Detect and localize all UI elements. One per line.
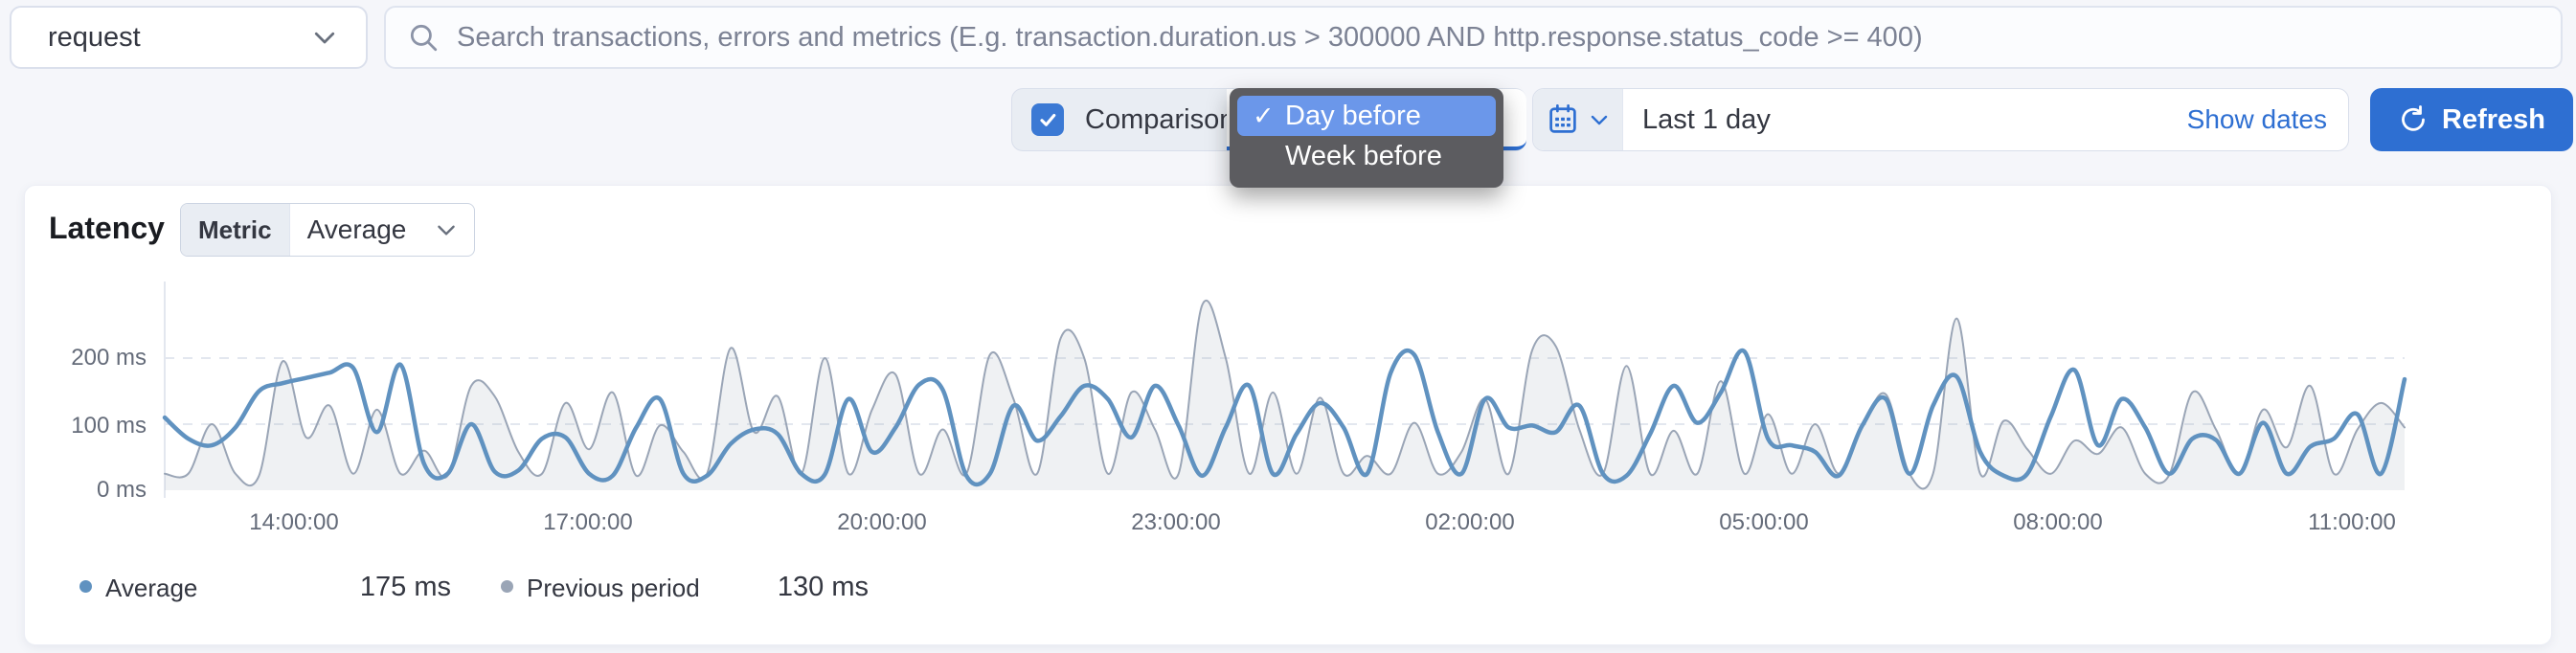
refresh-label: Refresh: [2442, 103, 2545, 135]
option-day-before[interactable]: ✓ Day before: [1237, 96, 1496, 136]
legend-dot-average: [79, 580, 92, 593]
comparison-label: Comparison: [1085, 103, 1235, 135]
latency-chart-canvas: [162, 281, 2407, 498]
search-input[interactable]: [457, 21, 2542, 54]
x-axis-tick: 08:00:00: [2013, 509, 2103, 535]
x-axis-tick: 11:00:00: [2308, 509, 2396, 535]
option-label: Day before: [1285, 100, 1421, 131]
x-axis-tick: 17:00:00: [543, 509, 633, 535]
legend-dot-previous-period: [501, 580, 513, 593]
chart-legend: Average 175 ms Previous period 130 ms: [25, 569, 2553, 607]
checkmark-icon: [1040, 113, 1056, 126]
metric-select-label: Metric: [181, 204, 290, 256]
chevron-down-icon: [1591, 115, 1607, 125]
latency-panel: Latency Metric Average 200 ms 100 ms 0 m…: [24, 185, 2552, 645]
option-label: Week before: [1285, 140, 1442, 171]
refresh-button[interactable]: Refresh: [2370, 88, 2573, 151]
legend-label-average[interactable]: Average: [105, 574, 198, 602]
comparison-checkbox[interactable]: [1031, 103, 1064, 136]
selected-check-icon: ✓: [1253, 101, 1275, 130]
y-axis-tick-0ms: 0 ms: [96, 477, 147, 503]
x-axis-tick: 02:00:00: [1425, 509, 1515, 535]
x-axis-tick: 23:00:00: [1131, 509, 1221, 535]
legend-value-average: 175 ms: [359, 572, 451, 602]
search-icon: [410, 24, 438, 52]
date-picker: Last 1 day Show dates: [1532, 88, 2349, 151]
show-dates-link[interactable]: Show dates: [2186, 104, 2327, 134]
panel-title: Latency: [49, 211, 165, 245]
chevron-down-icon: [438, 225, 455, 236]
comparison-dropdown-popup: ✓ Day before Week before: [1230, 88, 1503, 188]
date-picker-menu-button[interactable]: [1533, 89, 1623, 150]
calendar-icon: [1548, 104, 1576, 133]
transaction-type-value: request: [48, 21, 141, 53]
search-bar[interactable]: [384, 6, 2563, 69]
x-axis-tick: 05:00:00: [1719, 509, 1809, 535]
option-week-before[interactable]: Week before: [1237, 136, 1496, 176]
legend-label-previous-period[interactable]: Previous period: [527, 574, 700, 602]
y-axis-tick-200ms: 200 ms: [71, 345, 147, 371]
transaction-type-select[interactable]: request: [10, 6, 368, 69]
date-range-value[interactable]: Last 1 day: [1642, 103, 1771, 135]
metric-select[interactable]: Metric Average: [180, 203, 475, 257]
legend-value-previous-period: 130 ms: [777, 572, 869, 602]
latency-chart[interactable]: 200 ms 100 ms 0 ms 14:00:00 17:00:00 20:…: [25, 186, 2553, 645]
metric-select-value: Average: [306, 214, 407, 244]
y-axis-tick-100ms: 100 ms: [71, 413, 147, 439]
x-axis-tick: 14:00:00: [249, 509, 339, 535]
chevron-down-icon: [314, 32, 335, 44]
refresh-icon: [2402, 105, 2425, 131]
x-axis-tick: 20:00:00: [837, 509, 927, 535]
